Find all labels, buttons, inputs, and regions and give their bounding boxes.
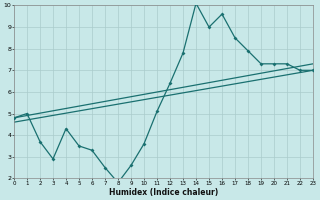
X-axis label: Humidex (Indice chaleur): Humidex (Indice chaleur) — [109, 188, 218, 197]
